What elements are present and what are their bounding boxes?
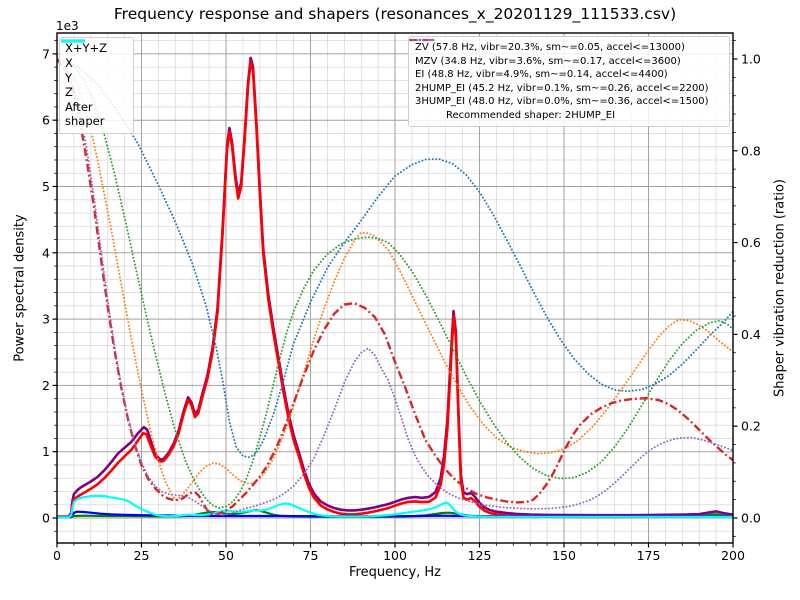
legend-entry: After shaper	[61, 39, 128, 129]
tick-label: 0	[53, 548, 61, 563]
tick-label: 0.8	[741, 143, 761, 158]
series-ei	[57, 58, 733, 509]
legend-entry: X+Y+Z	[61, 39, 128, 56]
series-group	[57, 56, 733, 519]
tick-label: 100	[383, 548, 407, 563]
x-axis-label: Frequency, Hz	[348, 565, 442, 580]
tick-label: 5	[42, 179, 50, 194]
legend-label: Z	[65, 85, 73, 100]
chart-title: Frequency response and shapers (resonanc…	[113, 5, 677, 23]
tick-label: 7	[42, 46, 50, 61]
tick-label: 0.6	[741, 235, 761, 250]
left-axis-label: Power spectral density	[12, 214, 28, 362]
tick-label: 1	[42, 444, 50, 459]
legend-label: 3HUMP_EI (48.0 Hz, vibr=0.0%, sm~=0.36, …	[415, 96, 709, 107]
legend-line-solid	[61, 39, 85, 43]
tick-label: 0.4	[741, 327, 761, 342]
tick-label: 3	[42, 312, 50, 327]
legend-label: 2HUMP_EI (45.2 Hz, vibr=0.1%, sm~=0.26, …	[415, 82, 709, 94]
legend-entry: Z	[61, 39, 128, 100]
tick-label: 6	[42, 113, 50, 128]
tick-label: 50	[218, 548, 234, 563]
legend-psd: X+Y+Z X Y Z After shaper	[59, 37, 134, 134]
legend-entry: Y	[61, 39, 128, 86]
right-axis-label: Shaper vibration reduction (ratio)	[772, 179, 788, 397]
tick-marks	[52, 40, 738, 548]
tick-label: 125	[468, 548, 492, 563]
legend-label: X	[65, 55, 73, 70]
legend-recommended-note: Recommended shaper: 2HUMP_EI	[446, 109, 616, 121]
tick-label: 1.0	[741, 51, 761, 66]
legend-shapers: ZV (57.8 Hz, vibr=20.3%, sm~=0.05, accel…	[408, 36, 730, 127]
tick-label: 0	[42, 511, 50, 526]
legend-label: ZV (57.8 Hz, vibr=20.3%, sm~=0.05, accel…	[415, 42, 685, 53]
legend-label: MZV (34.8 Hz, vibr=3.6%, sm~=0.17, accel…	[415, 55, 681, 67]
legend-label: Y	[65, 70, 73, 85]
y-axis-offset-label: 1e3	[56, 19, 79, 33]
legend-entry: MZV (34.8 Hz, vibr=3.6%, sm~=0.17, accel…	[409, 38, 723, 69]
tick-label: 25	[134, 548, 150, 563]
tick-label: 4	[42, 245, 50, 260]
legend-entry: 2HUMP_EI (45.2 Hz, vibr=0.1%, sm~=0.26, …	[410, 38, 723, 96]
tick-label: 200	[721, 548, 745, 563]
series-3hump-ei	[57, 58, 733, 516]
tick-labels: 0 25 50 75 100 125 150 175 200 0 1 2 3 4 5 6 7 0.0 0.2 0.4 0…	[42, 46, 761, 563]
legend-label: After shaper	[65, 100, 105, 128]
tick-label: 150	[552, 548, 576, 563]
series-after-shaper	[57, 494, 733, 519]
legend-entry: ZV (57.8 Hz, vibr=20.3%, sm~=0.05, accel…	[409, 38, 723, 55]
tick-label: 0.0	[741, 510, 761, 525]
series-2hump-ei	[57, 58, 733, 516]
legend-entry: X	[61, 39, 128, 71]
series-x	[57, 59, 733, 519]
tick-label: 0.2	[741, 419, 761, 434]
tick-label: 2	[42, 378, 50, 393]
tick-label: 75	[303, 548, 319, 563]
tick-label: 175	[637, 548, 661, 563]
legend-label: X+Y+Z	[65, 41, 108, 55]
legend-line-dotted	[409, 38, 435, 42]
legend-entry: 3HUMP_EI (48.0 Hz, vibr=0.0%, sm~=0.36, …	[409, 38, 723, 109]
series-zv	[57, 58, 733, 459]
legend-label: EI (48.8 Hz, vibr=4.9%, sm~=0.14, accel<…	[415, 69, 668, 80]
legend-entry: EI (48.8 Hz, vibr=4.9%, sm~=0.14, accel<…	[409, 38, 723, 82]
